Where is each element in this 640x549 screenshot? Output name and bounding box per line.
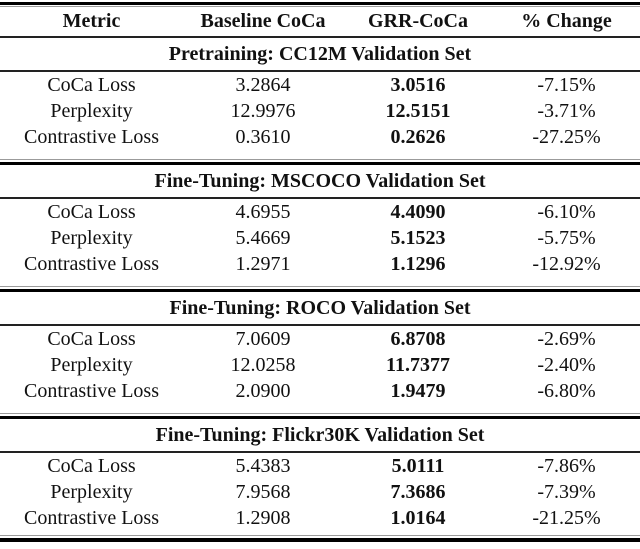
section-title-roco: Fine-Tuning: ROCO Validation Set bbox=[169, 296, 471, 319]
change-value: -12.92% bbox=[532, 252, 601, 275]
table-rule-top-thick bbox=[0, 2, 640, 5]
metric-cell: Perplexity bbox=[50, 99, 133, 122]
table-rule-section-thick bbox=[0, 416, 640, 419]
grr-value: 1.1296 bbox=[390, 252, 446, 275]
grr-value: 12.5151 bbox=[385, 99, 451, 122]
baseline-value: 2.0900 bbox=[235, 379, 291, 402]
metric-cell: CoCa Loss bbox=[47, 73, 136, 96]
section-gap bbox=[0, 150, 640, 159]
table-row: Contrastive Loss 1.2971 1.1296 -12.92% bbox=[0, 251, 640, 277]
change-value: -2.40% bbox=[537, 353, 596, 376]
table-rule-section-thick bbox=[0, 162, 640, 165]
baseline-value: 1.2908 bbox=[235, 506, 291, 529]
baseline-value: 5.4383 bbox=[235, 454, 291, 477]
change-value: -3.71% bbox=[537, 99, 596, 122]
change-value: -2.69% bbox=[537, 327, 596, 350]
column-header-metric: Metric bbox=[62, 10, 121, 32]
metric-cell: CoCa Loss bbox=[47, 454, 136, 477]
column-header-row: Metric Baseline CoCa GRR-CoCa % Change bbox=[0, 7, 640, 36]
baseline-value: 3.2864 bbox=[235, 73, 291, 96]
metric-cell: Contrastive Loss bbox=[24, 379, 159, 402]
baseline-value: 4.6955 bbox=[235, 200, 291, 223]
metric-cell: Perplexity bbox=[50, 226, 133, 249]
column-header-baseline: Baseline CoCa bbox=[200, 10, 326, 32]
metric-cell: CoCa Loss bbox=[47, 327, 136, 350]
table-rule-bottom-thin bbox=[0, 535, 640, 536]
table-row: CoCa Loss 4.6955 4.4090 -6.10% bbox=[0, 199, 640, 225]
table-rule-section-thin bbox=[0, 159, 640, 160]
grr-value: 3.0516 bbox=[390, 73, 446, 96]
change-value: -7.39% bbox=[537, 480, 596, 503]
metric-cell: Perplexity bbox=[50, 480, 133, 503]
table-rule-section-thin bbox=[0, 413, 640, 414]
change-value: -27.25% bbox=[532, 125, 601, 148]
table-row: CoCa Loss 3.2864 3.0516 -7.15% bbox=[0, 72, 640, 98]
table-row: Perplexity 12.9976 12.5151 -3.71% bbox=[0, 98, 640, 124]
change-value: -7.15% bbox=[537, 73, 596, 96]
table-rule-below-section bbox=[0, 70, 640, 72]
section-gap bbox=[0, 277, 640, 286]
baseline-value: 5.4669 bbox=[235, 226, 291, 249]
change-value: -6.80% bbox=[537, 379, 596, 402]
grr-value: 4.4090 bbox=[390, 200, 446, 223]
grr-value: 1.0164 bbox=[390, 506, 446, 529]
section-title-mscoco: Fine-Tuning: MSCOCO Validation Set bbox=[154, 169, 486, 192]
table-rule-below-section bbox=[0, 324, 640, 326]
table-rule-below-section bbox=[0, 197, 640, 199]
column-header-change: % Change bbox=[521, 10, 612, 32]
section-gap bbox=[0, 404, 640, 413]
baseline-value: 12.9976 bbox=[230, 99, 296, 122]
table-row: Contrastive Loss 1.2908 1.0164 -21.25% bbox=[0, 505, 640, 531]
metric-cell: Contrastive Loss bbox=[24, 125, 159, 148]
grr-value: 0.2626 bbox=[390, 125, 446, 148]
grr-value: 5.1523 bbox=[390, 226, 446, 249]
table-row: CoCa Loss 7.0609 6.8708 -2.69% bbox=[0, 326, 640, 352]
metric-cell: Contrastive Loss bbox=[24, 252, 159, 275]
baseline-value: 12.0258 bbox=[230, 353, 296, 376]
grr-value: 5.0111 bbox=[391, 454, 445, 477]
table-row: Perplexity 7.9568 7.3686 -7.39% bbox=[0, 479, 640, 505]
section-title-cc12m: Pretraining: CC12M Validation Set bbox=[168, 42, 472, 65]
section-title-flickr30k: Fine-Tuning: Flickr30K Validation Set bbox=[155, 423, 485, 446]
grr-value: 7.3686 bbox=[390, 480, 446, 503]
table-row: Perplexity 5.4669 5.1523 -5.75% bbox=[0, 225, 640, 251]
table-row: Contrastive Loss 0.3610 0.2626 -27.25% bbox=[0, 124, 640, 150]
table-rule-section-thick bbox=[0, 289, 640, 292]
column-header-grr: GRR-CoCa bbox=[368, 10, 468, 32]
baseline-value: 7.9568 bbox=[235, 480, 291, 503]
table-row: CoCa Loss 5.4383 5.0111 -7.86% bbox=[0, 453, 640, 479]
metric-cell: Contrastive Loss bbox=[24, 506, 159, 529]
grr-value: 1.9479 bbox=[390, 379, 446, 402]
table-row: Perplexity 12.0258 11.7377 -2.40% bbox=[0, 352, 640, 378]
baseline-value: 0.3610 bbox=[235, 125, 291, 148]
change-value: -6.10% bbox=[537, 200, 596, 223]
change-value: -7.86% bbox=[537, 454, 596, 477]
baseline-value: 7.0609 bbox=[235, 327, 291, 350]
table-rule-below-header bbox=[0, 36, 640, 38]
metric-cell: Perplexity bbox=[50, 353, 133, 376]
table-row: Contrastive Loss 2.0900 1.9479 -6.80% bbox=[0, 378, 640, 404]
baseline-value: 1.2971 bbox=[235, 252, 291, 275]
grr-value: 6.8708 bbox=[390, 327, 446, 350]
grr-value: 11.7377 bbox=[386, 353, 450, 376]
table-rule-below-section bbox=[0, 451, 640, 453]
table-rule-bottom-thick bbox=[0, 538, 640, 542]
change-value: -21.25% bbox=[532, 506, 601, 529]
table-rule-top-thin bbox=[0, 6, 640, 7]
table-rule-section-thin bbox=[0, 286, 640, 287]
change-value: -5.75% bbox=[537, 226, 596, 249]
metric-cell: CoCa Loss bbox=[47, 200, 136, 223]
